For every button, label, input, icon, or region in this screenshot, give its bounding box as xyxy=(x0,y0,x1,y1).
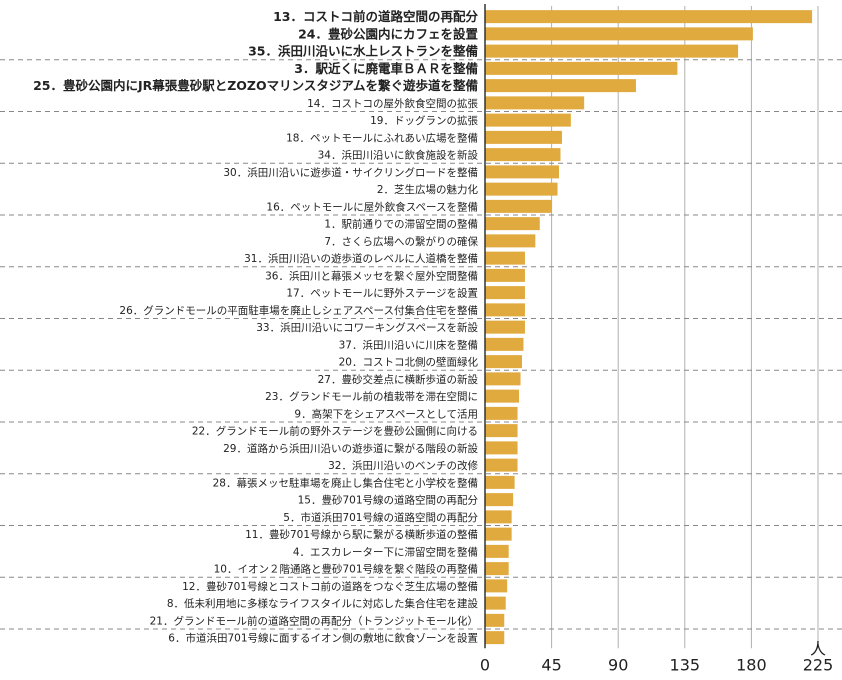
bar xyxy=(485,303,525,317)
bar xyxy=(485,613,505,627)
x-tick-label: 45 xyxy=(541,655,561,674)
gridlines xyxy=(551,6,819,649)
bar xyxy=(485,79,636,93)
category-label: 32．浜田川沿いのベンチの改修 xyxy=(328,459,478,472)
bar xyxy=(485,493,514,507)
category-label: 18．ペットモールにふれあい広場を整備 xyxy=(286,131,478,144)
x-tick-label: 225 xyxy=(803,655,834,674)
bar xyxy=(485,320,525,334)
bar xyxy=(485,27,753,41)
category-label: 20．コストコ北側の壁面緑化 xyxy=(339,356,479,369)
bar xyxy=(485,475,515,489)
category-label: 13．コストコ前の道路空間の再配分 xyxy=(273,9,478,24)
category-label: 10．イオン２階通路と豊砂701号線を繋ぐ階段の再整備 xyxy=(214,563,478,576)
bar xyxy=(485,10,813,24)
bar xyxy=(485,199,552,213)
category-label: 22．グランドモール前の野外ステージを豊砂公園側に向ける xyxy=(192,425,478,438)
category-label: 3．駅近くに廃電車ＢＡＲを整備 xyxy=(294,61,478,76)
bar xyxy=(485,182,558,196)
bar xyxy=(485,355,522,369)
bar xyxy=(485,148,561,162)
category-label: 19．ドッグランの拡張 xyxy=(370,114,478,127)
bar xyxy=(485,251,525,265)
category-label: 6．市道浜田701号線に面するイオン側の敷地に飲食ゾーンを設置 xyxy=(168,632,478,645)
category-label: 34．浜田川沿いに飲食施設を新設 xyxy=(318,149,479,162)
bar xyxy=(485,165,559,179)
bar xyxy=(485,234,536,248)
bar xyxy=(485,510,512,524)
category-label: 29．道路から浜田川沿いの遊歩道に繋がる階段の新設 xyxy=(223,442,478,455)
bar xyxy=(485,458,518,472)
bar xyxy=(485,61,678,75)
category-label: 7．さくら広場への繋がりの確保 xyxy=(324,235,478,248)
category-label: 30．浜田川沿いに遊歩道・サイクリングロードを整備 xyxy=(223,166,478,179)
bar xyxy=(485,544,509,558)
bar xyxy=(485,579,508,593)
bar xyxy=(485,631,505,645)
bar xyxy=(485,441,518,455)
bar xyxy=(485,424,518,438)
category-label: 33．浜田川沿いにコワーキングスペースを新設 xyxy=(256,321,478,334)
category-label: 21．グランドモール前の道路空間の再配分（トランジットモール化） xyxy=(150,614,478,627)
category-label: 14．コストコの屋外飲食空間の拡張 xyxy=(307,97,478,110)
x-tick-label: 0 xyxy=(480,655,490,674)
category-label: 16．ペットモールに屋外飲食スペースを整備 xyxy=(266,200,478,213)
category-label: 31．浜田川沿いの遊歩道のレベルに人道橋を整備 xyxy=(244,252,478,265)
bar xyxy=(485,44,739,58)
category-label: 35．浜田川沿いに水上レストランを整備 xyxy=(248,44,478,59)
x-tick-label: 180 xyxy=(736,655,767,674)
x-axis-unit: 人 xyxy=(810,639,826,658)
bar xyxy=(485,130,562,144)
bar xyxy=(485,113,571,127)
bar xyxy=(485,596,506,610)
bar xyxy=(485,217,540,231)
category-label: 17．ペットモールに野外ステージを設置 xyxy=(286,287,478,300)
category-label: 11．豊砂701号線から駅に繋がる横断歩道の整備 xyxy=(245,528,478,541)
category-labels: 13．コストコ前の道路空間の再配分 24．豊砂公園内にカフェを設置 35．浜田川沿い… xyxy=(33,9,478,645)
bar xyxy=(485,562,509,576)
category-label: 1．駅前通りでの滞留空間の整備 xyxy=(324,218,478,231)
category-label: 23．グランドモール前の植栽帯を滞在空間に xyxy=(265,390,478,403)
bar xyxy=(485,372,521,386)
category-label: 28．幕張メッセ駐車場を廃止し集合住宅と小学校を整備 xyxy=(213,476,478,489)
category-label: 24．豊砂公園内にカフェを設置 xyxy=(298,26,478,41)
category-label: 5．市道浜田701号線の道路空間の再配分 xyxy=(283,511,478,524)
bars xyxy=(485,10,813,645)
category-label: 9．高架下をシェアスペースとして活用 xyxy=(294,407,478,420)
bar xyxy=(485,389,520,403)
bar xyxy=(485,527,512,541)
category-label: 36．浜田川と幕張メッセを繋ぐ屋外空間整備 xyxy=(265,269,478,282)
x-tick-label: 135 xyxy=(670,655,701,674)
category-label: 2．芝生広場の魅力化 xyxy=(377,183,479,196)
category-label: 37．浜田川沿いに川床を整備 xyxy=(339,338,478,351)
bar xyxy=(485,286,525,300)
bar xyxy=(485,406,518,420)
category-label: 8．低未利用地に多様なライフスタイルに対応した集合住宅を建設 xyxy=(167,597,479,610)
category-label: 25．豊砂公園内にJR幕張豊砂駅とZOZOマリンスタジアムを繋ぐ遊歩道を整備 xyxy=(33,78,478,93)
bar xyxy=(485,337,524,351)
bar xyxy=(485,96,585,110)
category-label: 27．豊砂交差点に横断歩道の新設 xyxy=(318,373,479,386)
category-label: 26．グランドモールの平面駐車場を廃止しシェアスペース付集合住宅を整備 xyxy=(119,304,478,317)
category-label: 4．エスカレーター下に滞留空間を整備 xyxy=(293,545,478,558)
bar xyxy=(485,268,525,282)
x-tick-label: 90 xyxy=(608,655,628,674)
category-label: 15．豊砂701号線の道路空間の再配分 xyxy=(298,494,479,507)
category-label: 12．豊砂701号線とコストコ前の道路をつなぐ芝生広場の整備 xyxy=(182,580,478,593)
x-tick-labels: 0 45 90 135 180 225 xyxy=(480,655,833,674)
